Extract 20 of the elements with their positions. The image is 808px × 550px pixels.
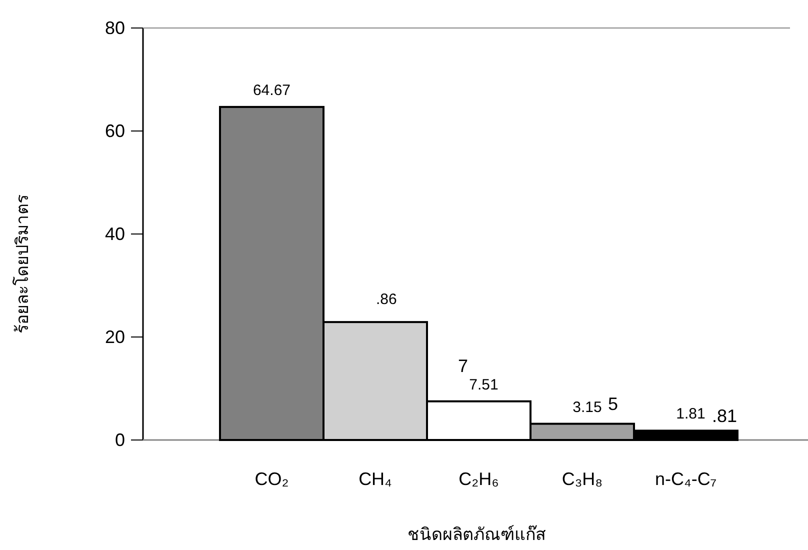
x-tick-label: C₃H₈: [562, 469, 603, 489]
y-tick-label: 0: [114, 430, 125, 450]
data-label: 7.51: [469, 376, 498, 394]
x-tick-label: CH₄: [358, 469, 392, 489]
data-label: 64.67: [252, 82, 291, 99]
y-axis-title: ร้อยละโดยปริมาตร: [12, 194, 32, 334]
annotation: 5: [608, 394, 618, 414]
x-tick-label: CO₂: [254, 469, 289, 489]
x-axis-title: ชนิดผลิตภัณฑ์แก๊ส: [408, 525, 546, 544]
x-tick-label: n-C₄-C₇: [654, 469, 717, 489]
annotation: .86: [376, 291, 397, 308]
data-label: 3.15: [572, 398, 602, 416]
y-tick-label: 40: [104, 224, 125, 244]
y-tick-label: 80: [104, 18, 125, 38]
annotation: 7: [458, 356, 468, 376]
data-label: 1.81: [676, 406, 706, 423]
y-tick-label: 60: [104, 121, 125, 141]
y-tick-label: 20: [104, 327, 125, 347]
annotation: .81: [712, 406, 738, 426]
x-tick-label: C₂H₆: [458, 469, 499, 489]
